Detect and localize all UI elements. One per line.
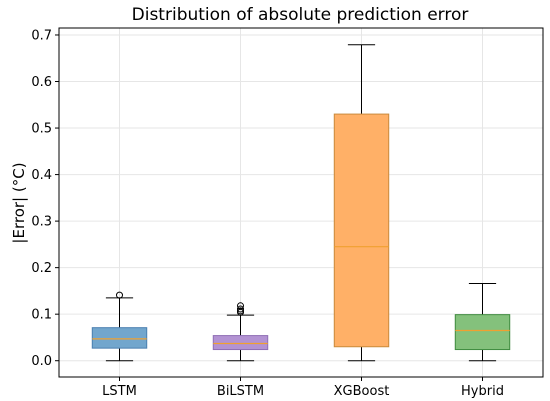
x-tick-label: LSTM <box>102 384 137 399</box>
box-group-xgboost <box>333 44 390 362</box>
outlier-point <box>116 291 123 299</box>
boxes-layer <box>91 44 511 362</box>
y-axis-label: |Error| (°C) <box>10 162 28 243</box>
box-iqr <box>212 335 269 351</box>
box-iqr <box>333 113 390 348</box>
box-group-lstm <box>91 291 148 362</box>
y-tick-label: 0.6 <box>31 75 52 90</box>
box-iqr <box>454 314 511 351</box>
outlier-point <box>237 307 244 315</box>
x-tick-label: XGBoost <box>334 384 390 399</box>
box-group-hybrid <box>454 282 511 362</box>
x-tick-label: BiLSTM <box>217 384 264 399</box>
y-tick-label: 0.0 <box>31 354 52 369</box>
y-tick-label: 0.5 <box>31 122 52 137</box>
y-tick-label: 0.1 <box>31 308 52 323</box>
box-iqr <box>91 327 148 349</box>
outlier-point <box>237 302 244 310</box>
chart-title: Distribution of absolute prediction erro… <box>132 5 469 25</box>
x-tick-label: Hybrid <box>461 384 504 399</box>
outlier-point <box>237 305 244 313</box>
plot-frame <box>58 27 544 378</box>
y-tick-label: 0.3 <box>31 215 52 230</box>
ticks-layer: 0.0 0.1 0.2 0.3 0.4 0.5 0.6 0.7 LSTM BiLSTM XGBoos… <box>31 28 504 399</box>
y-tick-label: 0.2 <box>31 261 52 276</box>
y-tick-label: 0.7 <box>31 28 52 43</box>
y-tick-label: 0.4 <box>31 168 52 183</box>
box-group-bilstm <box>212 302 269 362</box>
